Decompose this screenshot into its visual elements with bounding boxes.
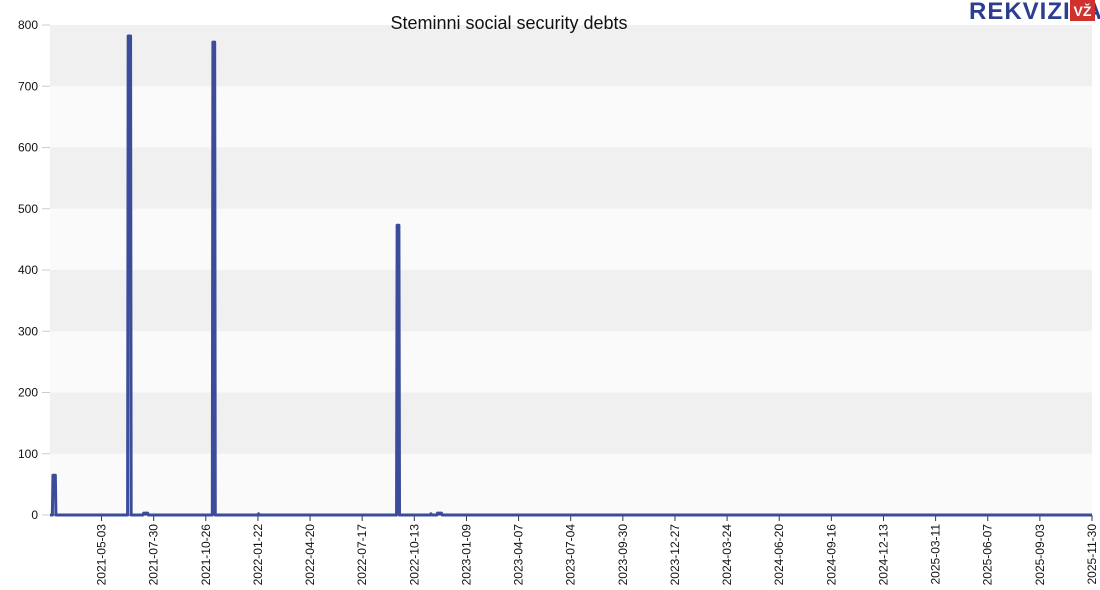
x-tick-label: 2022-01-22	[251, 524, 265, 586]
x-tick-label: 2023-09-30	[616, 524, 630, 586]
chart-title: Steminni social security debts	[390, 13, 627, 33]
grid-band	[50, 270, 1092, 332]
x-tick-label: 2023-01-09	[459, 524, 473, 586]
grid-band	[50, 25, 1092, 87]
grid-band	[50, 392, 1092, 454]
x-tick-label: 2023-07-04	[564, 524, 578, 586]
x-tick-label: 2025-11-30	[1085, 524, 1099, 585]
y-tick-label: 0	[31, 508, 38, 522]
x-tick-label: 2022-04-20	[303, 524, 317, 586]
logo-badge-text: VŽ	[1074, 2, 1092, 19]
grid-band	[50, 453, 1092, 515]
y-tick-label: 300	[18, 324, 38, 338]
grid-band	[50, 331, 1092, 393]
y-tick-label: 200	[18, 386, 38, 400]
x-tick-label: 2025-09-03	[1033, 524, 1047, 586]
y-tick-label: 100	[18, 447, 38, 461]
y-tick-label: 700	[18, 79, 38, 93]
x-tick-label: 2021-05-03	[95, 524, 109, 586]
grid-bands	[50, 25, 1092, 515]
x-axis-ticks: 2021-05-03 2021-07-30 2021-10-26 2022-01-22…	[95, 515, 1099, 585]
rekvizitai-logo: REKVIZITAI VŽ	[969, 0, 1100, 25]
x-tick-label: 2021-10-26	[199, 524, 213, 586]
x-tick-label: 2021-07-30	[147, 524, 161, 586]
logo-badge	[1070, 0, 1095, 21]
y-tick-label: 400	[18, 263, 38, 277]
y-axis-ticks: 0 100 200 300 400 500 600 700 800	[18, 18, 50, 522]
x-tick-label: 2023-04-07	[512, 524, 526, 586]
y-tick-label: 500	[18, 202, 38, 216]
x-tick-label: 2025-06-07	[981, 524, 995, 586]
x-tick-label: 2022-10-13	[407, 524, 421, 586]
y-tick-label: 600	[18, 141, 38, 155]
y-tick-label: 800	[18, 18, 38, 32]
x-tick-label: 2024-03-24	[720, 524, 734, 586]
x-tick-label: 2023-12-27	[668, 524, 682, 586]
x-tick-label: 2024-12-13	[876, 524, 890, 586]
x-tick-label: 2024-09-16	[824, 524, 838, 586]
x-tick-label: 2024-06-20	[772, 524, 786, 586]
grid-band	[50, 208, 1092, 270]
grid-band	[50, 86, 1092, 148]
x-tick-label: 2025-03-11	[929, 524, 943, 585]
series-line	[50, 34, 1092, 517]
x-tick-label: 2022-07-17	[355, 524, 369, 586]
grid-band	[50, 147, 1092, 209]
